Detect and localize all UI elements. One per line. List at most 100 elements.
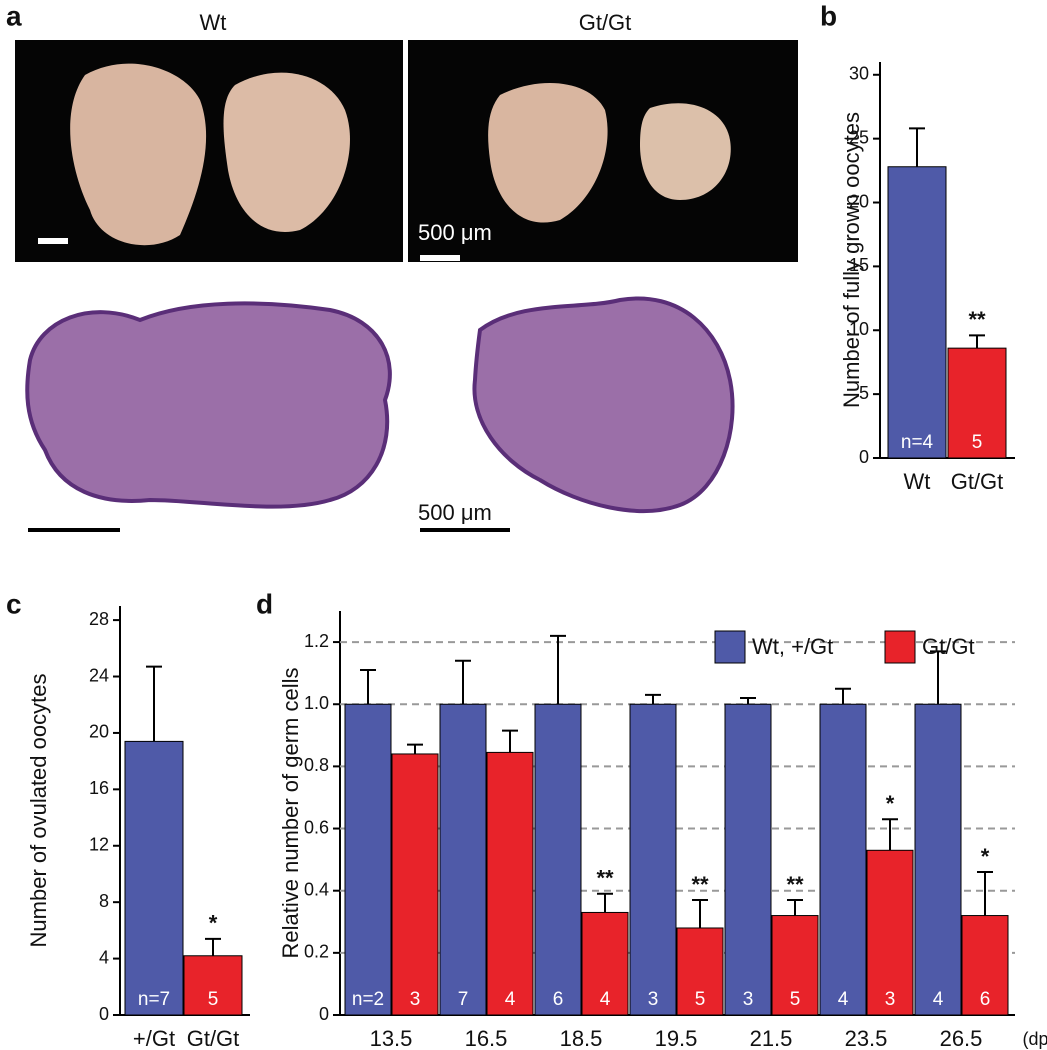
bar [391, 753, 439, 1016]
error-bar [146, 665, 162, 742]
n-label: 5 [972, 432, 983, 453]
n-label: 3 [410, 989, 421, 1010]
n-label: 3 [743, 989, 754, 1010]
error-bar [360, 669, 376, 705]
y-tick-label: 20 [89, 722, 109, 742]
significance: * [981, 844, 990, 869]
y-tick-label: 0.4 [304, 879, 329, 899]
bar [124, 740, 184, 1016]
panel-label: c [6, 588, 22, 619]
error-bar [930, 650, 946, 705]
section [25, 301, 392, 509]
significance: ** [596, 866, 614, 891]
error-bar [740, 697, 756, 705]
significance: ** [786, 872, 804, 897]
y-tick-label: 12 [89, 835, 109, 855]
n-label: 4 [838, 989, 849, 1010]
error-bar [692, 899, 708, 928]
error-bar [502, 729, 518, 753]
bar [914, 703, 962, 1016]
legend-label: Wt, +/Gt [752, 634, 833, 659]
error-bar [977, 871, 993, 916]
n-label: 4 [600, 989, 611, 1010]
error-bar [205, 937, 221, 956]
y-tick-label: 25 [849, 127, 869, 147]
ovary [223, 72, 350, 232]
error-bar [969, 334, 985, 349]
n-label: 3 [885, 989, 896, 1010]
bar [771, 915, 819, 1016]
y-tick-label: 30 [849, 64, 869, 84]
y-tick-label: 20 [849, 191, 869, 211]
error-bar [835, 687, 851, 705]
x-tick-label: 23.5 [845, 1026, 888, 1050]
panel-label: b [820, 0, 837, 31]
y-tick-label: 0.2 [304, 942, 329, 962]
n-label: n=2 [352, 989, 384, 1010]
y-tick-label: 0 [99, 1004, 109, 1024]
x-tick-label: 16.5 [465, 1026, 508, 1050]
n-label: 6 [980, 989, 991, 1010]
y-axis-label: Number of fully grown oocytes [839, 112, 864, 408]
n-label: 5 [790, 989, 801, 1010]
ovary [70, 63, 207, 246]
n-label: 6 [553, 989, 564, 1010]
bar [439, 703, 487, 1016]
y-tick-label: 0.6 [304, 817, 329, 837]
n-label: n=4 [901, 432, 934, 453]
error-bar [550, 634, 566, 705]
y-axis-label: Relative number of germ cells [278, 667, 303, 958]
significance: ** [968, 307, 986, 332]
legend-label: Gt/Gt [922, 634, 975, 659]
error-bar [645, 693, 661, 705]
x-tick-label: Gt/Gt [951, 469, 1004, 494]
error-bar [882, 818, 898, 851]
legend-swatch [884, 630, 916, 664]
n-label: 5 [695, 989, 706, 1010]
y-tick-label: 28 [89, 609, 109, 629]
y-tick-label: 16 [89, 778, 109, 798]
scale-label: 500 μm [418, 220, 492, 245]
y-tick-label: 24 [89, 665, 109, 685]
x-tick-label: 13.5 [370, 1026, 413, 1050]
x-tick-label: 19.5 [655, 1026, 698, 1050]
bar [887, 166, 947, 459]
error-bar [455, 659, 471, 705]
error-bar [909, 127, 925, 167]
n-label: 4 [933, 989, 944, 1010]
bar [486, 751, 534, 1016]
y-tick-label: 8 [99, 891, 109, 911]
bar [534, 703, 582, 1016]
y-tick-label: 5 [859, 383, 869, 403]
ovary [640, 103, 731, 200]
section [472, 296, 735, 513]
legend-swatch [714, 630, 746, 664]
error-bar [787, 899, 803, 916]
y-tick-label: 4 [99, 947, 109, 967]
bar [724, 703, 772, 1016]
x-tick-label: 26.5 [940, 1026, 983, 1050]
n-label: 4 [505, 989, 516, 1010]
x-tick-label: 21.5 [750, 1026, 793, 1050]
bar [344, 703, 392, 1016]
error-bar [597, 892, 613, 913]
bar [629, 703, 677, 1016]
n-label: 3 [648, 989, 659, 1010]
panel-label: d [256, 588, 273, 619]
y-tick-label: 15 [849, 255, 869, 275]
n-label: 7 [458, 989, 469, 1010]
scale-label: 500 μm [418, 500, 492, 525]
significance: ** [691, 872, 709, 897]
bar [819, 703, 867, 1016]
y-tick-label: 10 [849, 319, 869, 339]
panel-label: a [6, 0, 22, 31]
y-axis-label: Number of ovulated oocytes [26, 674, 51, 948]
bar [183, 955, 243, 1016]
column-label: Wt [200, 10, 227, 35]
error-bar [407, 743, 423, 754]
significance: * [209, 911, 218, 936]
x-unit: (dpc) [1022, 1029, 1047, 1049]
y-tick-label: 0 [859, 447, 869, 467]
x-tick-label: +/Gt [133, 1026, 175, 1050]
